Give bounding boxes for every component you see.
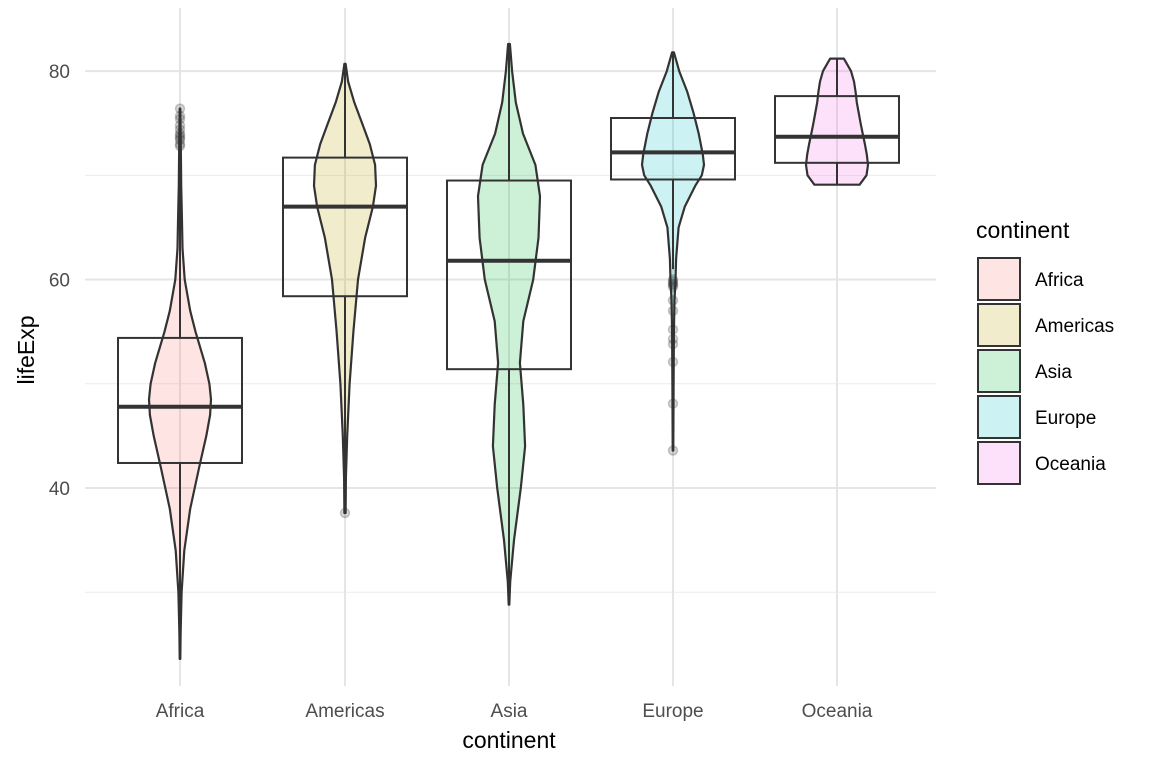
outlier-point <box>667 356 679 368</box>
x-tick-label: Africa <box>156 701 205 722</box>
outlier-point <box>667 445 679 456</box>
box-iqr <box>774 95 900 164</box>
boxplot-europe <box>610 52 736 270</box>
legend-label: Americas <box>1035 316 1114 337</box>
outlier-point <box>174 103 186 114</box>
outlier-point <box>667 398 679 409</box>
outlier-point <box>667 305 679 317</box>
outlier-point <box>667 274 679 285</box>
legend-key <box>977 257 1021 301</box>
x-tick-label: Americas <box>305 701 384 722</box>
boxplot-africa <box>117 108 243 659</box>
x-tick-label: Oceania <box>802 701 873 722</box>
legend-label: Africa <box>1035 270 1084 291</box>
outlier-point <box>174 124 186 135</box>
outlier-points <box>174 103 679 519</box>
legend-item-europe: Europe <box>977 395 1096 439</box>
x-tick-label: Asia <box>491 701 528 722</box>
outlier-point <box>174 140 186 152</box>
outlier-point <box>667 281 679 293</box>
violin-asia <box>476 42 542 606</box>
outlier-point <box>174 134 186 146</box>
outlier-point <box>339 507 351 519</box>
outlier-point <box>667 295 679 306</box>
outlier-point <box>174 110 186 122</box>
legend-item-americas: Americas <box>977 303 1114 347</box>
box-iqr <box>117 336 243 464</box>
boxplot-oceania <box>774 58 900 185</box>
legend-label: Europe <box>1035 408 1096 429</box>
outlier-point <box>667 324 679 335</box>
outlier-point <box>174 120 186 131</box>
outlier-point <box>174 128 186 139</box>
box-iqr <box>446 179 572 371</box>
legend-item-africa: Africa <box>977 257 1084 301</box>
legend-key-bg <box>978 258 1020 300</box>
outlier-point <box>667 338 679 350</box>
legend-item-asia: Asia <box>977 349 1072 393</box>
outlier-point <box>667 279 679 291</box>
legend-item-oceania: Oceania <box>977 441 1106 485</box>
boxplots <box>117 44 900 659</box>
y-tick-label: 80 <box>49 62 70 83</box>
legend: continent Africa Americas Asia Europe Oceani… <box>976 217 1114 485</box>
legend-key-bg <box>978 442 1020 484</box>
legend-label: Oceania <box>1035 454 1106 475</box>
legend-key-bg <box>978 396 1020 438</box>
legend-key <box>977 441 1021 485</box>
outlier-point <box>667 333 679 345</box>
outlier-point <box>174 138 186 150</box>
outlier-point <box>667 276 679 287</box>
legend-key <box>977 395 1021 439</box>
boxplot-americas <box>282 63 408 514</box>
x-axis-title: continent <box>462 727 556 753</box>
x-tick-labels: Africa Americas Asia Europe Oceania <box>156 701 873 722</box>
violin-africa <box>147 107 213 660</box>
outlier-point <box>667 278 679 289</box>
legend-key <box>977 303 1021 347</box>
legend-title: continent <box>976 217 1070 243</box>
legend-label: Asia <box>1035 362 1072 383</box>
legend-key-bg <box>978 304 1020 346</box>
outlier-point <box>174 130 186 141</box>
box-iqr <box>282 156 408 298</box>
outlier-point <box>174 113 186 125</box>
y-tick-label: 40 <box>49 479 70 500</box>
x-tick-label: Europe <box>642 701 703 722</box>
y-tick-label: 60 <box>49 271 70 292</box>
legend-key-bg <box>978 350 1020 392</box>
violin-americas <box>312 62 378 515</box>
box-iqr <box>610 117 736 181</box>
legend-key <box>977 349 1021 393</box>
outlier-point <box>174 132 186 144</box>
boxplot-asia <box>446 44 572 605</box>
y-tick-labels: 40 60 80 <box>49 62 70 500</box>
y-axis-title: lifeExp <box>13 315 39 384</box>
